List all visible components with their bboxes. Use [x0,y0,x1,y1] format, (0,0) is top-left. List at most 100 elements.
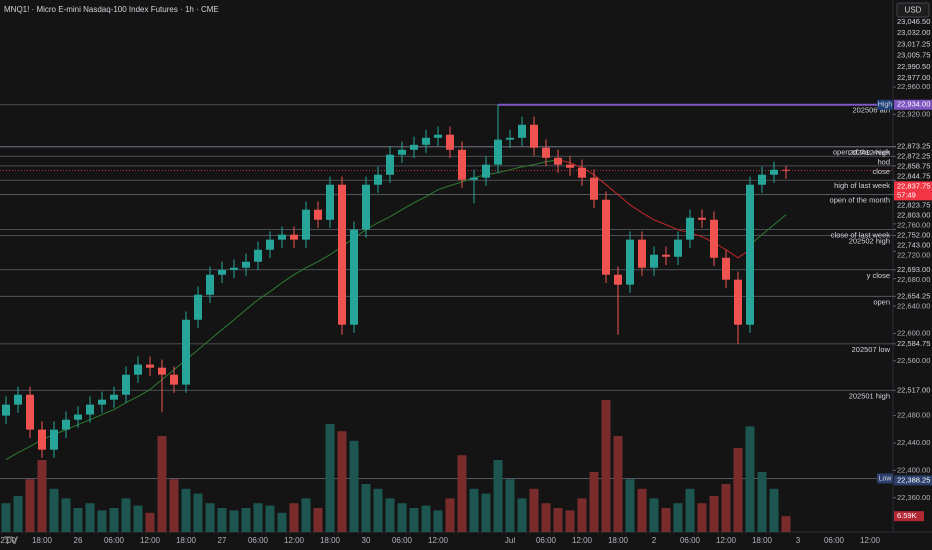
price-label: 22,693.00 [897,265,930,274]
volume-bar [517,498,527,532]
candle-body [770,169,778,175]
volume-bar [85,503,95,532]
volume-bar [553,508,563,532]
price-tag: 23,005.75 [897,51,930,60]
volume-bar [49,488,59,532]
volume-bar [229,510,239,532]
x-tick-label: 12:00 [860,536,881,545]
candle-body [506,137,514,140]
candle-body [602,199,610,275]
candle-body [122,374,130,395]
level-label: 202412 high [849,148,890,157]
price-label: 22,680.00 [897,275,930,284]
candle-body [146,364,154,368]
candle-body [698,217,706,220]
candle-body [674,239,682,257]
volume-bar [253,503,263,532]
volume-bar [265,505,275,532]
high-tag: High [878,102,893,109]
volume-bar [325,424,335,532]
candle-body [566,164,574,168]
symbol-header[interactable]: MNQ1! · Micro E-mini Nasdaq-100 Index Fu… [4,5,219,14]
level-label: 202506 ath [852,106,890,115]
x-tick-label: 06:00 [824,536,845,545]
volume-bar [169,479,179,532]
volume-bar [565,510,575,532]
x-tick-label: 18:00 [176,536,197,545]
volume-bar [289,503,299,532]
candle-body [494,139,502,165]
price-label: 22,360.00 [897,493,930,502]
candle-body [662,254,670,257]
candle-body [578,167,586,178]
price-label: 22,743.00 [897,240,930,249]
candle-body [374,174,382,185]
x-tick-label: 06:00 [392,536,413,545]
x-tick-label: 12:00 [572,536,593,545]
candle-body [758,174,766,185]
volume-bar [301,498,311,532]
price-tag: 23,017.25 [897,39,930,48]
volume-bar [457,455,467,532]
volume-bar [781,516,791,532]
volume-bar [433,510,443,532]
candle-body [650,254,658,268]
candle-body [314,209,322,220]
candle-body [638,239,646,268]
level-label: 202501 high [849,391,890,400]
price-label: 22,752.00 [897,230,930,239]
volume-bar [61,498,71,532]
x-tick-label: 26 [74,536,83,545]
volume-bar [745,426,755,532]
candle-body [230,267,238,270]
volume-bar [1,503,11,532]
volume-bar [601,400,611,532]
price-tag: 23,032.00 [897,28,930,37]
price-label: 22,803.00 [897,210,930,219]
volume-bar [13,496,23,532]
price-label: 22,760.00 [897,220,930,229]
candle-body [554,157,562,165]
currency-box[interactable] [896,2,930,18]
volume-bar [109,508,119,532]
level-label: 202502 high [849,237,890,246]
candle-body [350,229,358,325]
price-label: 22,560.00 [897,356,930,365]
candle-body [278,234,286,240]
countdown: 57:49 [897,190,916,199]
level-label: open [873,297,890,306]
price-tag-box [894,99,932,110]
candle-layer [2,104,790,458]
volume-bar [505,479,515,532]
price-label: 22,873.25 [897,141,930,150]
volume-bar [313,508,323,532]
candle-body [110,394,118,400]
price-tag: 23,046.50 [897,17,930,26]
volume-bar [349,440,359,532]
candle-body [470,177,478,180]
volume-bar [589,472,599,532]
candle-body [446,134,454,150]
candle-body [326,184,334,220]
candle-body [530,124,538,148]
volume-bar [757,472,767,532]
volume-bar [361,484,371,532]
volume-bar [397,503,407,532]
price-tag-box [894,181,932,201]
price-label: 22,872.25 [897,151,930,160]
price-label: 22,517.00 [897,385,930,394]
volume-bar [697,503,707,532]
levels-layer [0,103,893,479]
volume-bar [373,488,383,532]
x-tick-label: 18:00 [752,536,773,545]
x-tick-label: 12:00 [428,536,449,545]
level-label: close of last week [831,230,890,239]
volume-bar [25,479,35,532]
candle-body [434,134,442,138]
candle-body [74,414,82,420]
x-tick-label: 18:00 [32,536,53,545]
candle-body [302,209,310,240]
candle-body [254,249,262,262]
price-label: 22,480.00 [897,411,930,420]
level-label: close [872,167,890,176]
